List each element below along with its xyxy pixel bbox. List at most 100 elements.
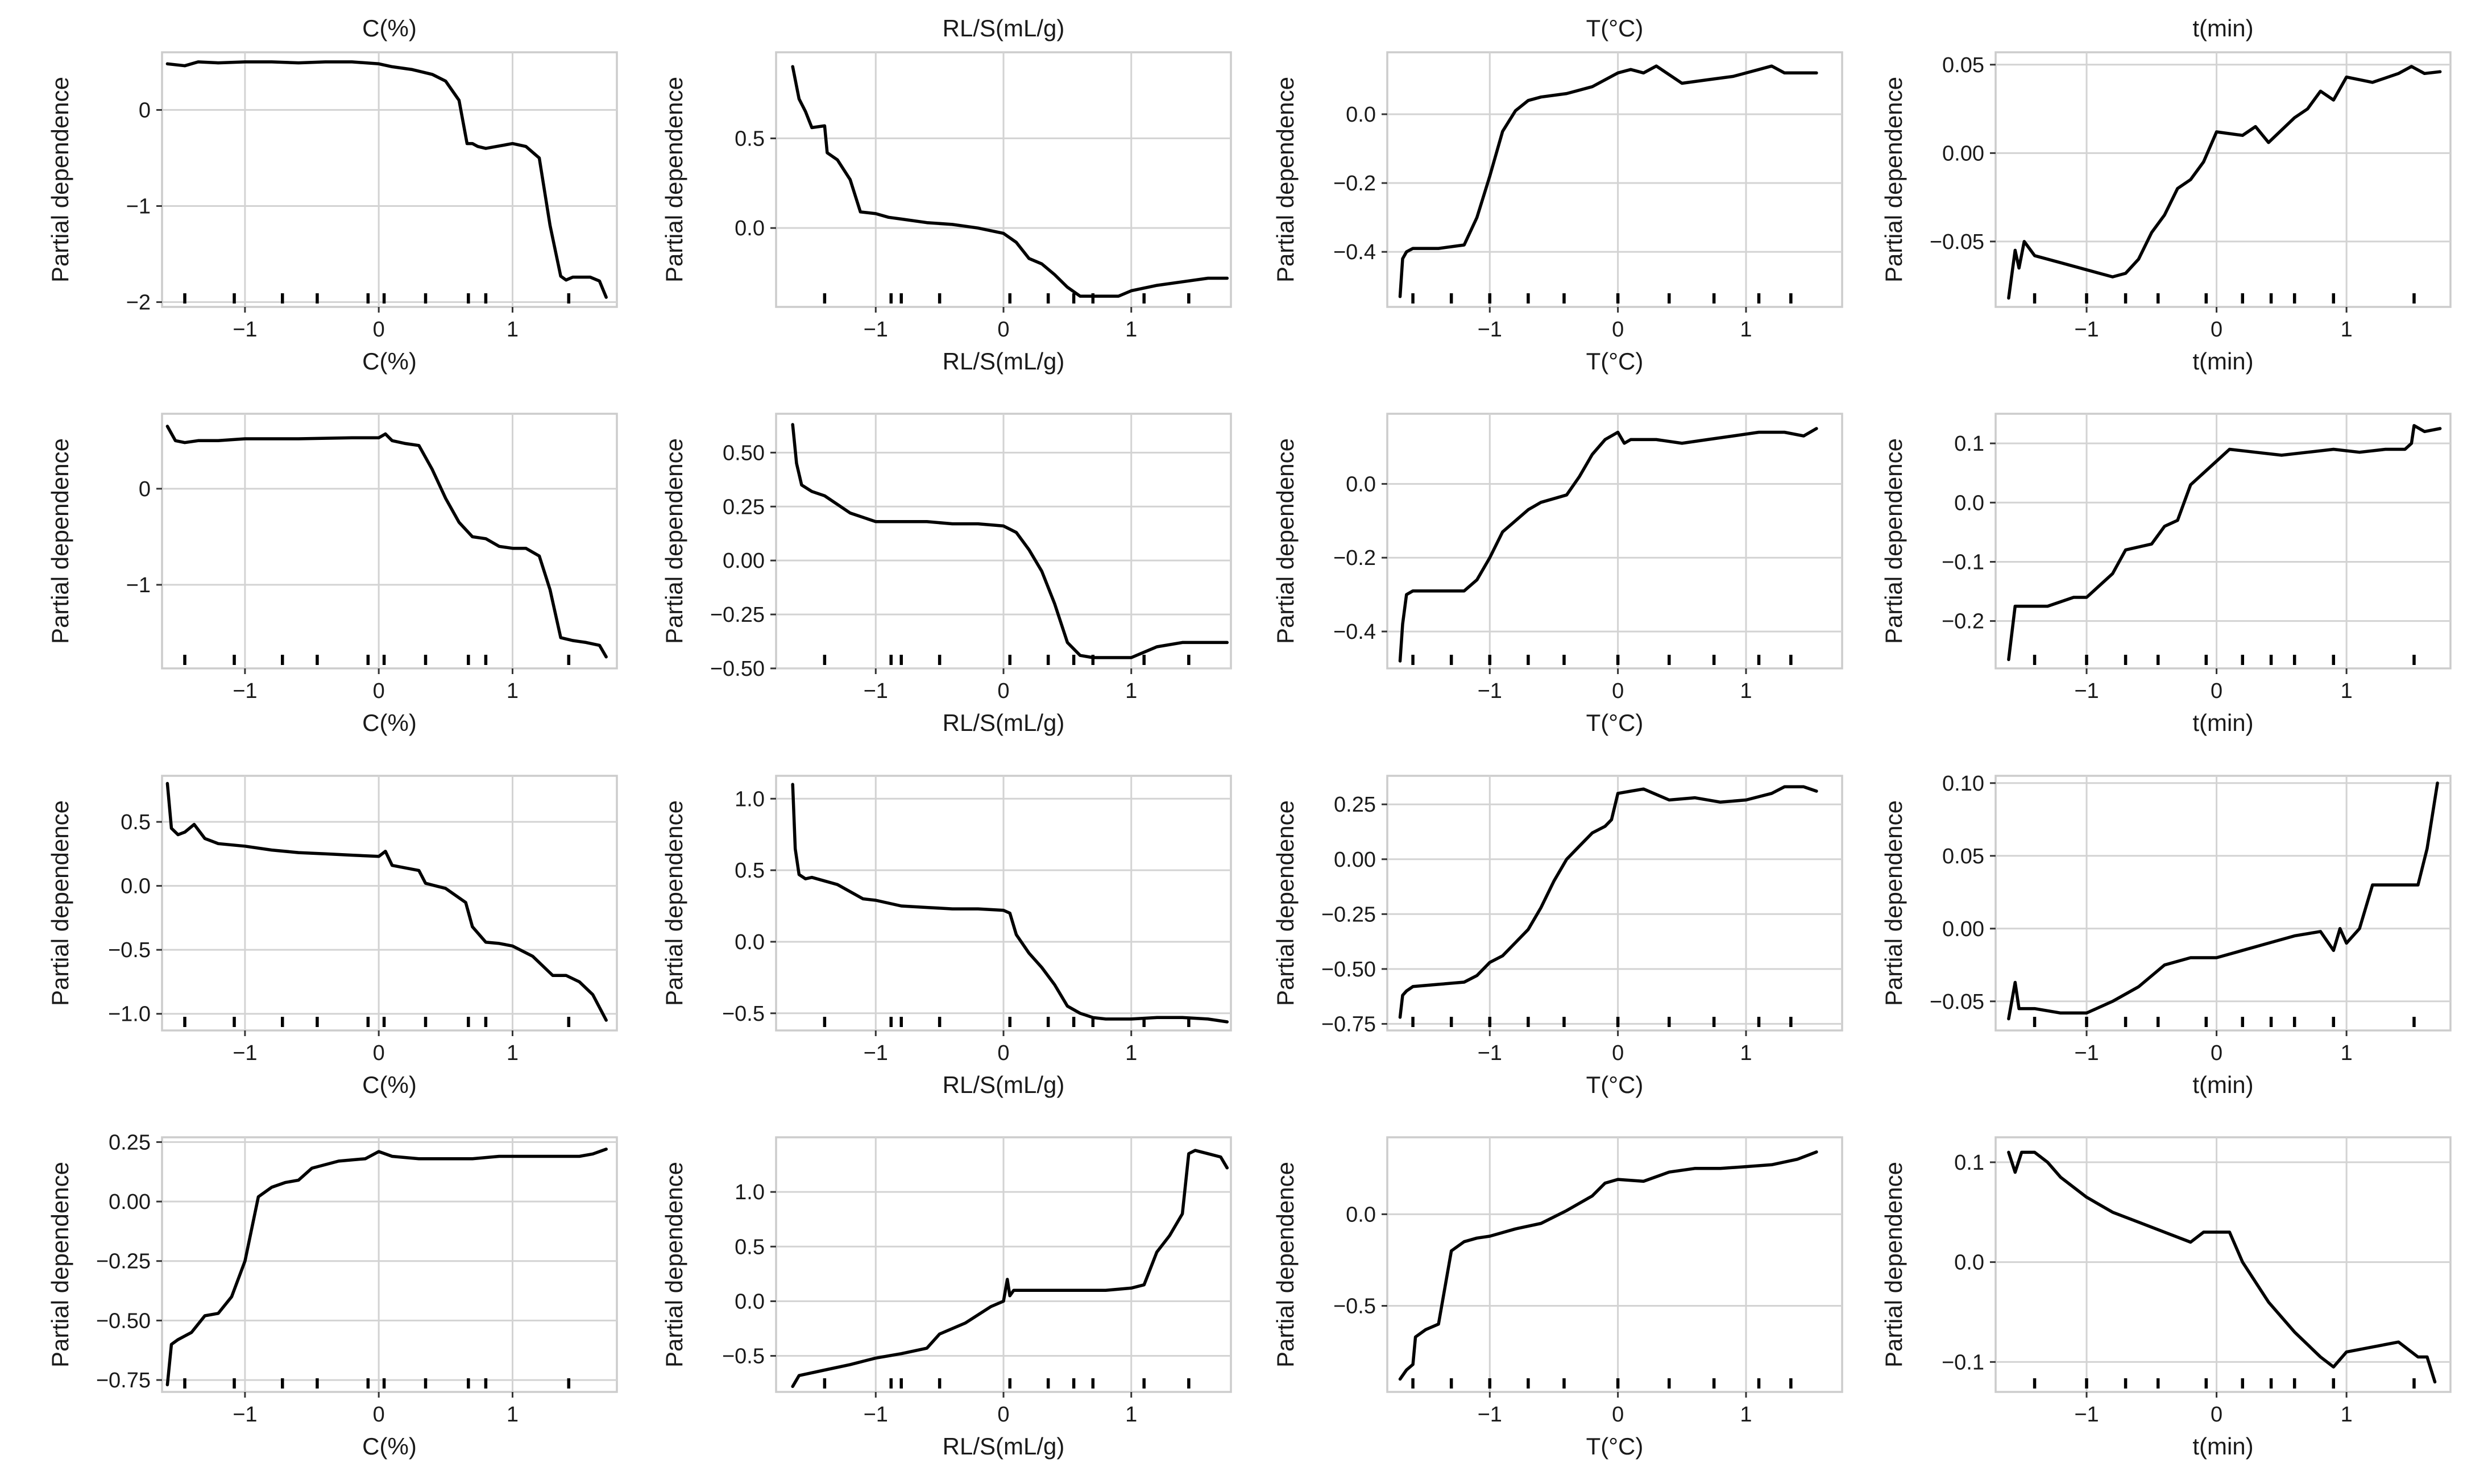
- y-tick-label: 0.00: [1942, 917, 1984, 941]
- y-tick-label: −0.25: [1321, 903, 1376, 926]
- x-axis-label: t(min): [2192, 1433, 2253, 1460]
- pd-line: [1398, 1150, 1818, 1381]
- column-title: RL/S(mL/g): [943, 15, 1065, 41]
- x-axis-label: RL/S(mL/g): [943, 1071, 1065, 1098]
- axes-frame: [161, 51, 618, 308]
- axes-frame: [1386, 51, 1843, 308]
- x-tick-label: 1: [1740, 1403, 1752, 1427]
- y-tick-label: −0.2: [1333, 172, 1376, 196]
- grid-lines: [776, 1137, 1231, 1392]
- y-tick-label: 0.25: [109, 1130, 151, 1154]
- x-axis-label: RL/S(mL/g): [943, 1433, 1065, 1460]
- y-tick-label: 0: [139, 98, 151, 122]
- axes-frame: [161, 413, 618, 670]
- x-tick-label: 0: [373, 318, 385, 342]
- x-tick-label: −1: [233, 1403, 257, 1427]
- axes-frame: [1386, 775, 1843, 1032]
- y-tick-label: 0.25: [723, 495, 765, 519]
- axes-frame: [1994, 51, 2452, 308]
- y-axis-label: Partial dependence: [47, 438, 73, 644]
- x-tick-label: 1: [507, 679, 519, 703]
- x-tick-label: 0: [997, 1403, 1009, 1427]
- y-tick-label: −0.5: [722, 1345, 765, 1369]
- x-tick-label: 0: [2211, 679, 2222, 703]
- grid-lines: [162, 414, 617, 668]
- grid-lines: [1387, 52, 1842, 307]
- x-axis-label: C(%): [362, 1071, 417, 1098]
- x-tick-label: 1: [2341, 679, 2353, 703]
- y-tick-label: −0.50: [710, 657, 765, 681]
- x-axis-label: t(min): [2192, 709, 2253, 736]
- x-tick-label: 0: [2211, 318, 2222, 342]
- y-axis-label: Partial dependence: [661, 438, 687, 644]
- y-tick-label: 0.25: [1334, 793, 1376, 817]
- x-tick-label: −1: [233, 318, 257, 342]
- x-tick-label: 1: [507, 318, 519, 342]
- x-axis-label: T(°C): [1586, 1433, 1644, 1460]
- y-tick-label: 0.00: [109, 1190, 151, 1214]
- y-tick-label: −1.0: [108, 1003, 151, 1026]
- y-tick-label: 0.5: [121, 810, 151, 834]
- pd-line: [791, 783, 1229, 1024]
- subplot-r2-c0: −1 0 1 0.5 0.0 −0.5 −1.0 C(%) Partial dependence: [47, 775, 618, 1098]
- y-tick-label: −0.4: [1333, 240, 1376, 264]
- x-tick-label: 1: [1740, 318, 1752, 342]
- pd-line: [2007, 424, 2442, 662]
- axes-frame: [1994, 413, 2452, 670]
- y-tick-label: 0.5: [735, 1235, 765, 1259]
- x-tick-label: 0: [997, 1041, 1009, 1065]
- y-axis-label: Partial dependence: [1272, 800, 1299, 1006]
- pd-line: [791, 423, 1229, 659]
- y-tick-label: −0.5: [108, 938, 151, 962]
- subplot-r3-c1: −1 0 1 1.0 0.5 0.0 −0.5 RL/S(mL/g) Partial depen…: [661, 1136, 1232, 1460]
- pd-line: [2007, 1150, 2437, 1384]
- y-tick-label: 0.0: [1954, 1251, 1984, 1275]
- x-tick-label: 0: [997, 679, 1009, 703]
- x-axis-label: T(°C): [1586, 709, 1644, 736]
- x-tick-label: 1: [1125, 1041, 1137, 1065]
- x-tick-label: −1: [2074, 679, 2099, 703]
- x-tick-label: 0: [1612, 679, 1624, 703]
- y-tick-label: 0.05: [1942, 53, 1984, 77]
- y-tick-label: 0: [139, 477, 151, 501]
- y-axis-label: Partial dependence: [661, 800, 687, 1006]
- x-tick-label: 0: [997, 318, 1009, 342]
- y-tick-label: −2: [126, 291, 151, 315]
- axes-frame: [1994, 775, 2452, 1032]
- y-tick-label: 0.00: [723, 549, 765, 573]
- x-tick-label: 0: [1612, 1041, 1624, 1065]
- x-axis-label: t(min): [2192, 1071, 2253, 1098]
- subplot-r0-c2: −1 0 1 0.0 −0.2 −0.4 T(°C) Partial dependence T(…: [1272, 15, 1843, 375]
- axes-frame: [161, 775, 618, 1032]
- axes-frame: [1994, 1136, 2452, 1393]
- grid-lines: [776, 776, 1231, 1030]
- y-tick-label: −1: [126, 194, 151, 218]
- x-tick-label: −1: [864, 1041, 888, 1065]
- x-tick-label: 1: [1125, 1403, 1137, 1427]
- y-tick-label: −0.75: [1321, 1012, 1376, 1036]
- y-tick-label: 1.0: [735, 787, 765, 811]
- subplot-r1-c1: −1 0 1 0.50 0.25 0.00 −0.25 −0.50 RL/S(mL/g) Part…: [661, 413, 1232, 736]
- y-tick-label: −0.2: [1942, 610, 1984, 634]
- y-tick-label: 0.0: [735, 217, 765, 240]
- y-tick-label: 0.0: [1346, 103, 1376, 127]
- grid-lines: [776, 52, 1231, 307]
- x-axis-label: T(°C): [1586, 348, 1644, 375]
- x-tick-label: 1: [2341, 1041, 2353, 1065]
- x-tick-label: −1: [864, 318, 888, 342]
- y-tick-label: 0.0: [1346, 472, 1376, 496]
- y-tick-label: −0.1: [1942, 1350, 1984, 1374]
- x-tick-label: 1: [1125, 679, 1137, 703]
- y-tick-label: −0.25: [96, 1250, 151, 1274]
- y-tick-label: 0.0: [735, 1290, 765, 1313]
- x-axis-label: t(min): [2192, 348, 2253, 375]
- y-tick-label: 0.1: [1954, 1151, 1984, 1175]
- x-tick-label: −1: [1478, 679, 1502, 703]
- pd-line: [165, 60, 608, 299]
- x-tick-label: 1: [1740, 679, 1752, 703]
- axes-frame: [161, 1136, 618, 1393]
- grid-lines: [1387, 414, 1842, 668]
- y-tick-label: −0.05: [1930, 990, 1984, 1014]
- y-tick-label: −0.5: [1333, 1295, 1376, 1319]
- y-tick-label: 0.5: [735, 127, 765, 151]
